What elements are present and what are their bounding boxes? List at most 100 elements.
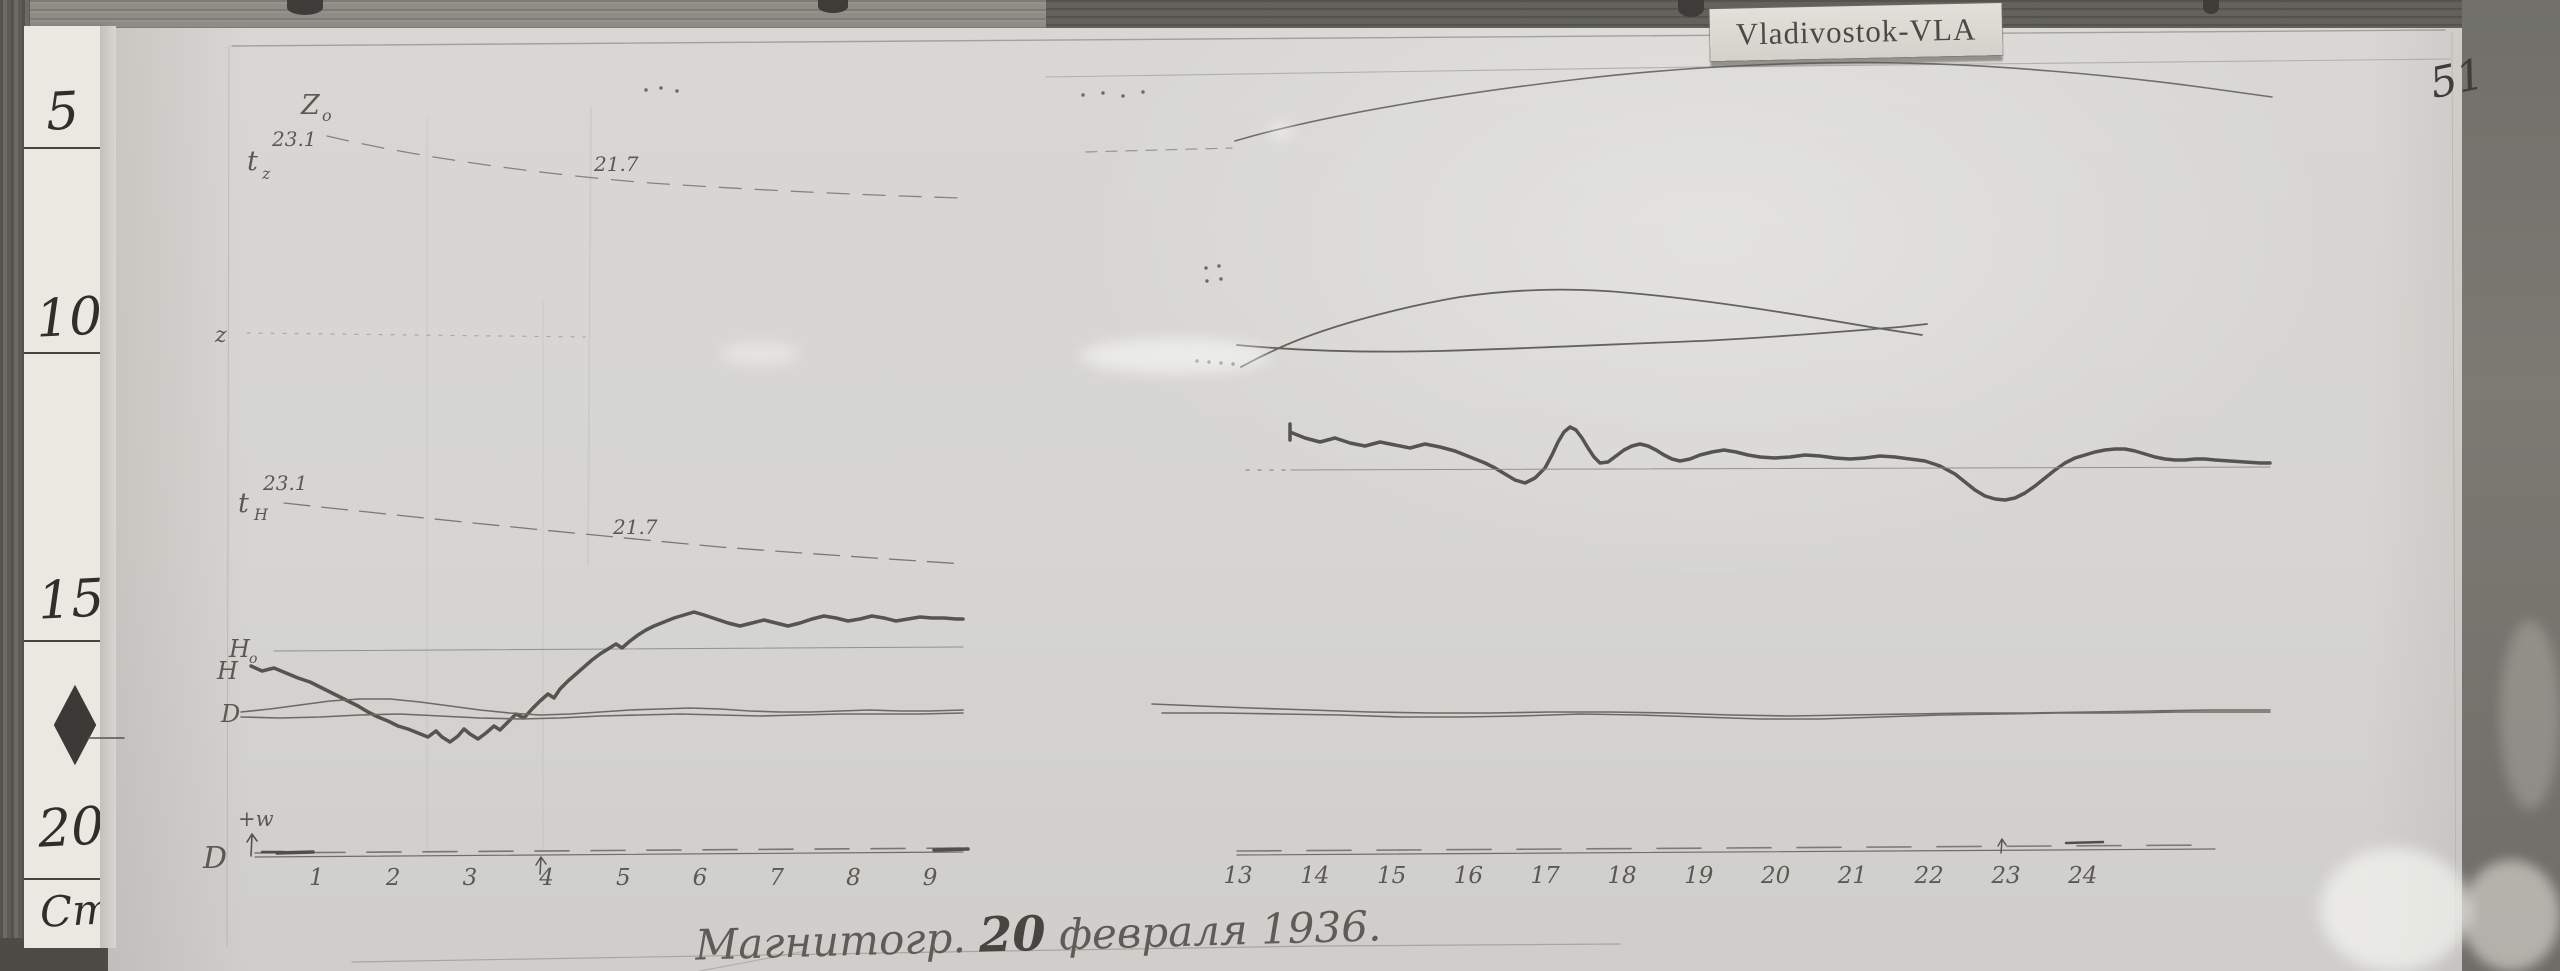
ink-dot bbox=[1219, 277, 1223, 281]
trace-sheet-top-edge bbox=[231, 29, 2446, 47]
trace-sheet-bottom-edge bbox=[351, 943, 1621, 963]
hour-label-18: 18 bbox=[1607, 863, 1636, 889]
trace-h-trace bbox=[249, 610, 965, 744]
hour-label-14: 14 bbox=[1300, 863, 1329, 889]
trace-label-d-base: D bbox=[202, 841, 227, 876]
trace-sheet-top-crease bbox=[1045, 58, 2451, 78]
station-label: Vladivostok-VLA bbox=[1709, 2, 2003, 62]
trace-arrow-plus-w bbox=[246, 833, 258, 857]
trace-label-tz-sub: z bbox=[261, 164, 271, 183]
trace-crease-vertical bbox=[587, 107, 592, 566]
trace-label-h: H bbox=[216, 657, 239, 685]
paper-smudge bbox=[1268, 124, 1294, 138]
trace-r1-top-curve bbox=[1234, 61, 2273, 142]
ink-dot bbox=[659, 86, 663, 90]
hour-label-13: 13 bbox=[1223, 863, 1252, 889]
trace-label-z0: Z bbox=[300, 90, 321, 121]
ruler-divider bbox=[24, 147, 100, 149]
trace-axis-left-end-dash bbox=[932, 847, 970, 852]
trace-r2-z-arch-lower bbox=[1236, 323, 1928, 353]
hour-label-15: 15 bbox=[1377, 863, 1406, 889]
hour-label-20: 20 bbox=[1760, 863, 1790, 889]
hour-label-7: 7 bbox=[769, 865, 784, 891]
paper-smudge bbox=[1080, 338, 1270, 374]
light-patch bbox=[2500, 620, 2560, 810]
trace-label-tz-sup: 23.1 bbox=[271, 127, 317, 151]
ink-dot bbox=[1121, 94, 1125, 98]
trace-d-left-lower bbox=[240, 712, 964, 720]
trace-label-tz: t bbox=[247, 146, 258, 177]
hour-label-22: 22 bbox=[1914, 863, 1944, 889]
ink-dot bbox=[675, 89, 679, 93]
trace-d-left-upper bbox=[240, 698, 964, 716]
ink-dot bbox=[1204, 266, 1208, 270]
hour-label-17: 17 bbox=[1531, 863, 1561, 889]
light-patch bbox=[2462, 860, 2560, 971]
trace-label-h0-sub: o bbox=[249, 651, 257, 667]
hour-label-16: 16 bbox=[1454, 863, 1483, 889]
trace-arrow-hour23 bbox=[1997, 838, 2007, 854]
ruler-divider bbox=[24, 640, 100, 642]
trace-label-t21-z: 21.7 bbox=[593, 152, 639, 176]
trace-label-plus-w: +w bbox=[238, 807, 274, 831]
pin-bump bbox=[818, 0, 848, 13]
trace-sheet-left-edge bbox=[226, 45, 230, 947]
trace-sheet-bottom-diag bbox=[699, 950, 807, 971]
ink-dot bbox=[1101, 91, 1105, 95]
hour-label-19: 19 bbox=[1684, 863, 1713, 889]
hour-label-1: 1 bbox=[309, 865, 324, 891]
ink-dot bbox=[1205, 279, 1209, 283]
trace-label-d: D bbox=[220, 700, 240, 728]
ink-dot bbox=[1081, 93, 1085, 97]
hour-label-2: 2 bbox=[385, 865, 401, 891]
hour-label-3: 3 bbox=[463, 865, 478, 891]
pin-bump bbox=[287, 0, 323, 15]
ink-dot bbox=[1141, 90, 1145, 94]
wood-table-right bbox=[2462, 0, 2560, 971]
trace-label-t21-h: 21.7 bbox=[612, 515, 658, 539]
trace-axis-left bbox=[254, 851, 964, 858]
trace-label-z0-sub: o bbox=[322, 106, 332, 125]
ruler-divider bbox=[24, 878, 100, 880]
pin-bump bbox=[2203, 0, 2219, 14]
hour-label-23: 23 bbox=[1990, 863, 2020, 889]
pin-bump bbox=[1678, 0, 1704, 17]
trace-label-z: z bbox=[214, 323, 227, 348]
paper-smudge bbox=[2320, 848, 2470, 971]
trace-label-th: t bbox=[238, 488, 249, 519]
trace-r2-z-arch-upper bbox=[1240, 288, 1923, 368]
hour-label-24: 24 bbox=[2067, 863, 2097, 889]
trace-r3-baseline bbox=[1290, 466, 2271, 471]
caption-word: Магнитогр. bbox=[694, 913, 967, 970]
hour-label-8: 8 bbox=[846, 865, 861, 891]
hour-label-4: 4 bbox=[538, 865, 554, 891]
trace-axis-right-dashes bbox=[1236, 844, 2216, 852]
hour-label-21: 21 bbox=[1837, 863, 1867, 889]
trace-sheet-right-edge bbox=[2451, 32, 2457, 951]
trace-label-h0: H bbox=[228, 635, 251, 663]
trace-r1-left-fragment bbox=[1085, 147, 1233, 153]
trace-h0-baseline bbox=[273, 646, 964, 652]
ruler-divider bbox=[24, 352, 100, 354]
trace-d-right-lower bbox=[1161, 711, 2271, 720]
hour-label-9: 9 bbox=[923, 865, 938, 891]
trace-axis-left-dashes bbox=[254, 847, 964, 854]
station-label-text: Vladivostok-VLA bbox=[1735, 11, 1977, 52]
paper-smudge bbox=[720, 342, 800, 366]
trace-tz-temperature bbox=[326, 135, 963, 199]
hour-label-6: 6 bbox=[693, 865, 708, 891]
trace-th-temperature bbox=[283, 502, 964, 565]
wood-table-top-left bbox=[30, 0, 1046, 32]
trace-arrow-hour5 bbox=[535, 856, 547, 875]
trace-label-th-sub: H bbox=[253, 505, 269, 524]
ruler-shadow bbox=[100, 26, 116, 948]
photo-paper bbox=[108, 28, 2462, 971]
ink-dot bbox=[644, 88, 648, 92]
trace-label-th-sup: 23.1 bbox=[262, 471, 308, 495]
trace-axis-right-end-dash bbox=[2064, 840, 2105, 845]
trace-r3-h-thick bbox=[1288, 422, 2272, 502]
cm-ruler: 5 10 15 20 Cm bbox=[24, 26, 113, 948]
ink-dot bbox=[1217, 264, 1221, 268]
